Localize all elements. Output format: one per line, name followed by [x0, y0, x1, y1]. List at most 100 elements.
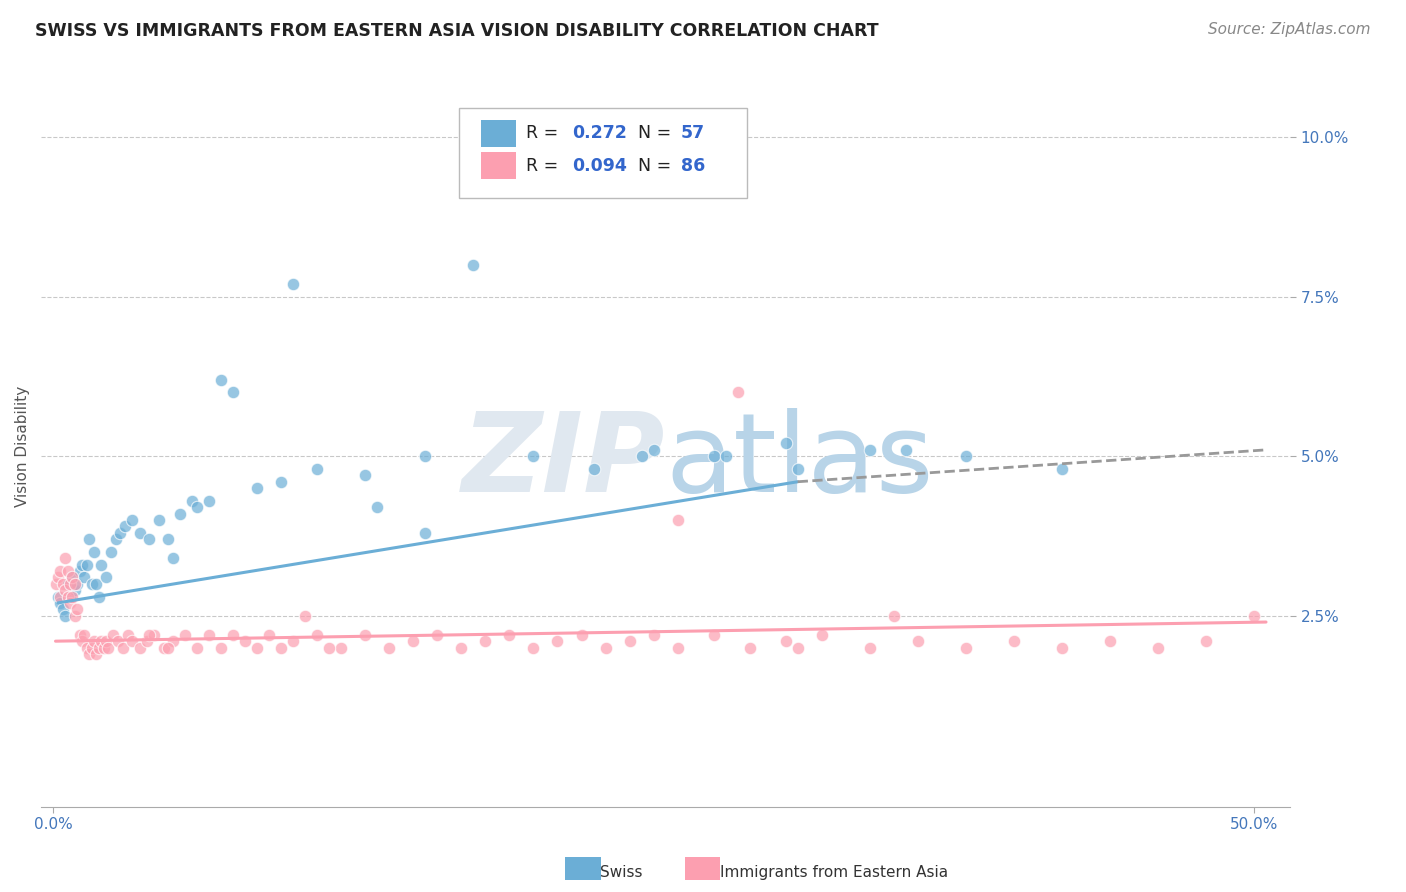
Point	[63, 583, 86, 598]
Point	[582, 462, 605, 476]
Text: 0.094: 0.094	[572, 157, 627, 175]
Point	[52, 602, 75, 616]
Text: R =: R =	[526, 124, 564, 142]
Point	[955, 640, 977, 655]
Point	[738, 640, 761, 655]
Point	[666, 513, 689, 527]
Point	[110, 525, 132, 540]
Point	[143, 628, 166, 642]
Point	[56, 590, 79, 604]
Point	[56, 576, 79, 591]
Text: SWISS VS IMMIGRANTS FROM EASTERN ASIA VISION DISABILITY CORRELATION CHART: SWISS VS IMMIGRANTS FROM EASTERN ASIA VI…	[35, 22, 879, 40]
Text: N =: N =	[638, 124, 676, 142]
Point	[86, 576, 108, 591]
Text: 86: 86	[681, 157, 704, 175]
Point	[94, 570, 117, 584]
Point	[152, 640, 174, 655]
Point	[59, 596, 82, 610]
Point	[73, 628, 96, 642]
Point	[59, 590, 82, 604]
Point	[474, 634, 496, 648]
Point	[270, 640, 292, 655]
Point	[117, 628, 139, 642]
Point	[1050, 462, 1073, 476]
Point	[70, 634, 93, 648]
Point	[270, 475, 292, 489]
Point	[148, 513, 170, 527]
Point	[259, 628, 281, 642]
Point	[121, 513, 143, 527]
Point	[138, 628, 160, 642]
Point	[94, 634, 117, 648]
Point	[498, 628, 520, 642]
Point	[101, 628, 124, 642]
Point	[66, 602, 89, 616]
Point	[56, 564, 79, 578]
Point	[643, 442, 665, 457]
Point	[283, 277, 305, 291]
Point	[630, 449, 652, 463]
Point	[233, 634, 256, 648]
Text: R =: R =	[526, 157, 564, 175]
Point	[786, 640, 808, 655]
Point	[107, 634, 129, 648]
Point	[157, 640, 180, 655]
Point	[354, 468, 377, 483]
Point	[209, 640, 232, 655]
Point	[1195, 634, 1218, 648]
Point	[60, 570, 83, 584]
Point	[128, 640, 150, 655]
Point	[859, 640, 882, 655]
Point	[415, 449, 437, 463]
Point	[66, 576, 89, 591]
Text: 57: 57	[681, 124, 704, 142]
FancyBboxPatch shape	[481, 152, 516, 179]
Point	[181, 494, 204, 508]
Point	[571, 628, 593, 642]
Point	[859, 442, 882, 457]
Point	[1002, 634, 1025, 648]
Text: Source: ZipAtlas.com: Source: ZipAtlas.com	[1208, 22, 1371, 37]
Point	[169, 507, 191, 521]
Point	[246, 640, 269, 655]
Point	[53, 608, 76, 623]
Point	[69, 628, 91, 642]
Point	[121, 634, 143, 648]
Point	[402, 634, 425, 648]
Point	[49, 564, 72, 578]
Point	[157, 532, 180, 546]
Point	[174, 628, 197, 642]
Point	[883, 608, 905, 623]
Point	[955, 449, 977, 463]
Point	[222, 385, 245, 400]
Point	[46, 570, 69, 584]
Point	[727, 385, 749, 400]
Point	[547, 634, 569, 648]
Point	[330, 640, 353, 655]
Point	[53, 551, 76, 566]
Point	[450, 640, 472, 655]
Text: atlas: atlas	[665, 408, 934, 515]
FancyBboxPatch shape	[481, 120, 516, 147]
Point	[80, 576, 103, 591]
Point	[463, 258, 485, 272]
Text: 0.272: 0.272	[572, 124, 627, 142]
Point	[111, 640, 134, 655]
Text: N =: N =	[638, 157, 676, 175]
Point	[104, 532, 127, 546]
Point	[246, 481, 269, 495]
Point	[93, 640, 115, 655]
Point	[138, 532, 160, 546]
Text: ZIP: ZIP	[463, 408, 665, 515]
Point	[100, 545, 122, 559]
Point	[703, 628, 725, 642]
Point	[77, 647, 100, 661]
Point	[354, 628, 377, 642]
Point	[49, 590, 72, 604]
Point	[198, 628, 221, 642]
Point	[307, 628, 329, 642]
Point	[1243, 608, 1265, 623]
Point	[83, 545, 105, 559]
Point	[307, 462, 329, 476]
Y-axis label: Vision Disability: Vision Disability	[15, 386, 30, 508]
